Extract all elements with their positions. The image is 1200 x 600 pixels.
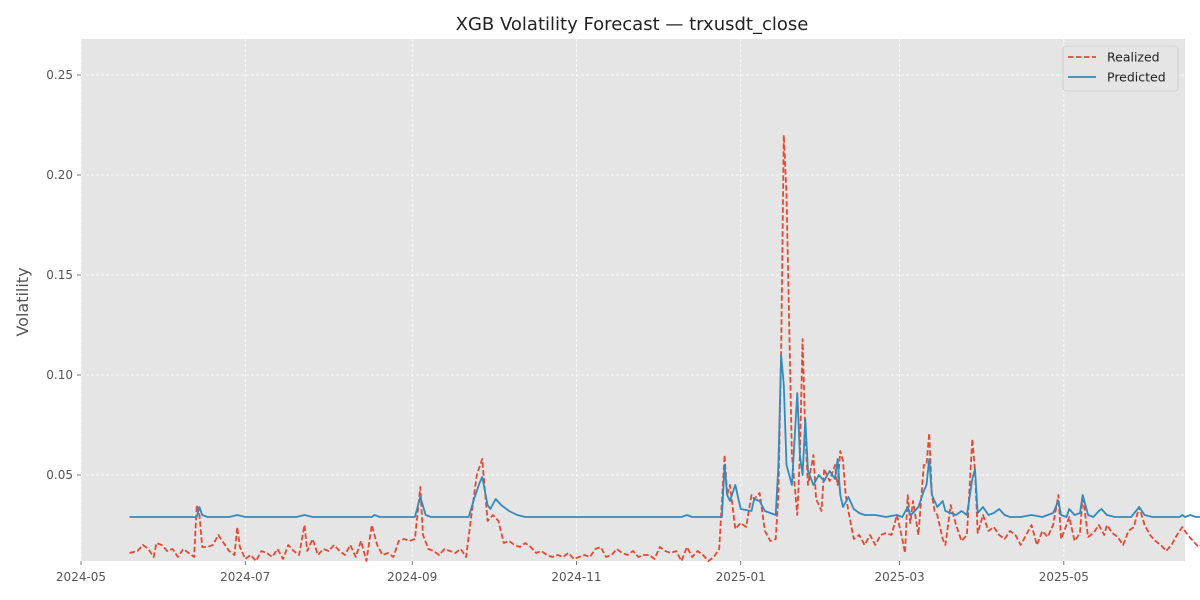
series-line-predicted [129,354,1200,518]
x-tick-label: 2024-11 [551,570,601,584]
x-tick-label: 2025-01 [716,570,766,584]
legend-frame [1062,45,1179,92]
y-axis: 0.05 0.10 0.15 0.20 0.25 [46,68,81,482]
y-tick-label: 0.05 [46,468,73,482]
x-tick-label: 2024-09 [387,570,437,584]
series-line-realized [129,134,1200,562]
x-tick-label: 2024-05 [56,570,106,584]
y-axis-label: Volatility [13,267,32,336]
chart-title: XGB Volatility Forecast — trxusdt_close [456,14,809,35]
y-tick-label: 0.20 [46,168,73,182]
y-tick-label: 0.10 [46,368,73,382]
legend-label-predicted: Predicted [1107,70,1166,85]
x-axis: 2024-05 2024-07 2024-09 2024-11 2025-01 2025-… [56,561,1089,584]
x-tick-label: 2025-05 [1039,570,1089,584]
y-tick-label: 0.15 [46,268,73,282]
plot-area [81,39,1185,561]
legend-label-realized: Realized [1107,50,1160,65]
series-lines [129,134,1200,562]
x-tick-label: 2024-07 [220,570,270,584]
x-tick-label: 2025-03 [875,570,925,584]
legend: Realized Predicted [1062,45,1179,92]
y-tick-label: 0.25 [46,68,73,82]
gridlines [80,39,1185,561]
